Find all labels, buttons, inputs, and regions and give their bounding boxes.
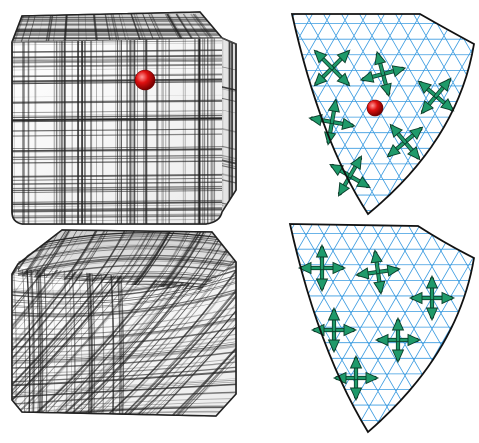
four-way-arrow-icon <box>297 243 347 293</box>
cube-smooth-outline <box>11 229 237 417</box>
patch-nonsmooth-border <box>290 13 475 216</box>
four-way-arrow-icon <box>408 274 456 322</box>
red-sphere-icon <box>366 99 384 117</box>
four-way-arrow-icon <box>374 316 422 364</box>
four-way-arrow-icon <box>329 155 371 197</box>
four-way-arrow-icon <box>386 123 424 161</box>
cube-aligned-side-hatching <box>219 30 236 210</box>
patch-nonsmooth-crosses <box>308 49 455 197</box>
patch-nonsmooth-panel <box>290 13 475 216</box>
four-way-arrow-icon <box>308 98 356 146</box>
patch-smooth-fill <box>290 224 474 432</box>
cube-aligned-outline <box>11 11 237 225</box>
four-way-arrow-icon <box>359 50 407 98</box>
four-way-arrow-icon <box>417 77 455 115</box>
patch-smooth-panel <box>288 223 475 434</box>
four-way-arrow-icon <box>332 354 380 402</box>
four-way-arrow-icon <box>310 306 358 354</box>
four-way-arrow-icon <box>355 249 401 295</box>
cube-smooth-panel <box>11 229 237 417</box>
patch-smooth-crosses <box>297 243 456 402</box>
patch-smooth-border <box>288 223 475 434</box>
red-sphere-icon <box>134 69 156 91</box>
cube-aligned-top-hatching <box>12 13 222 42</box>
cube-aligned-edge <box>11 37 237 45</box>
cube-smooth-front-hatching <box>12 262 236 416</box>
cube-aligned-panel <box>11 11 237 225</box>
four-way-arrow-icon <box>313 49 351 87</box>
